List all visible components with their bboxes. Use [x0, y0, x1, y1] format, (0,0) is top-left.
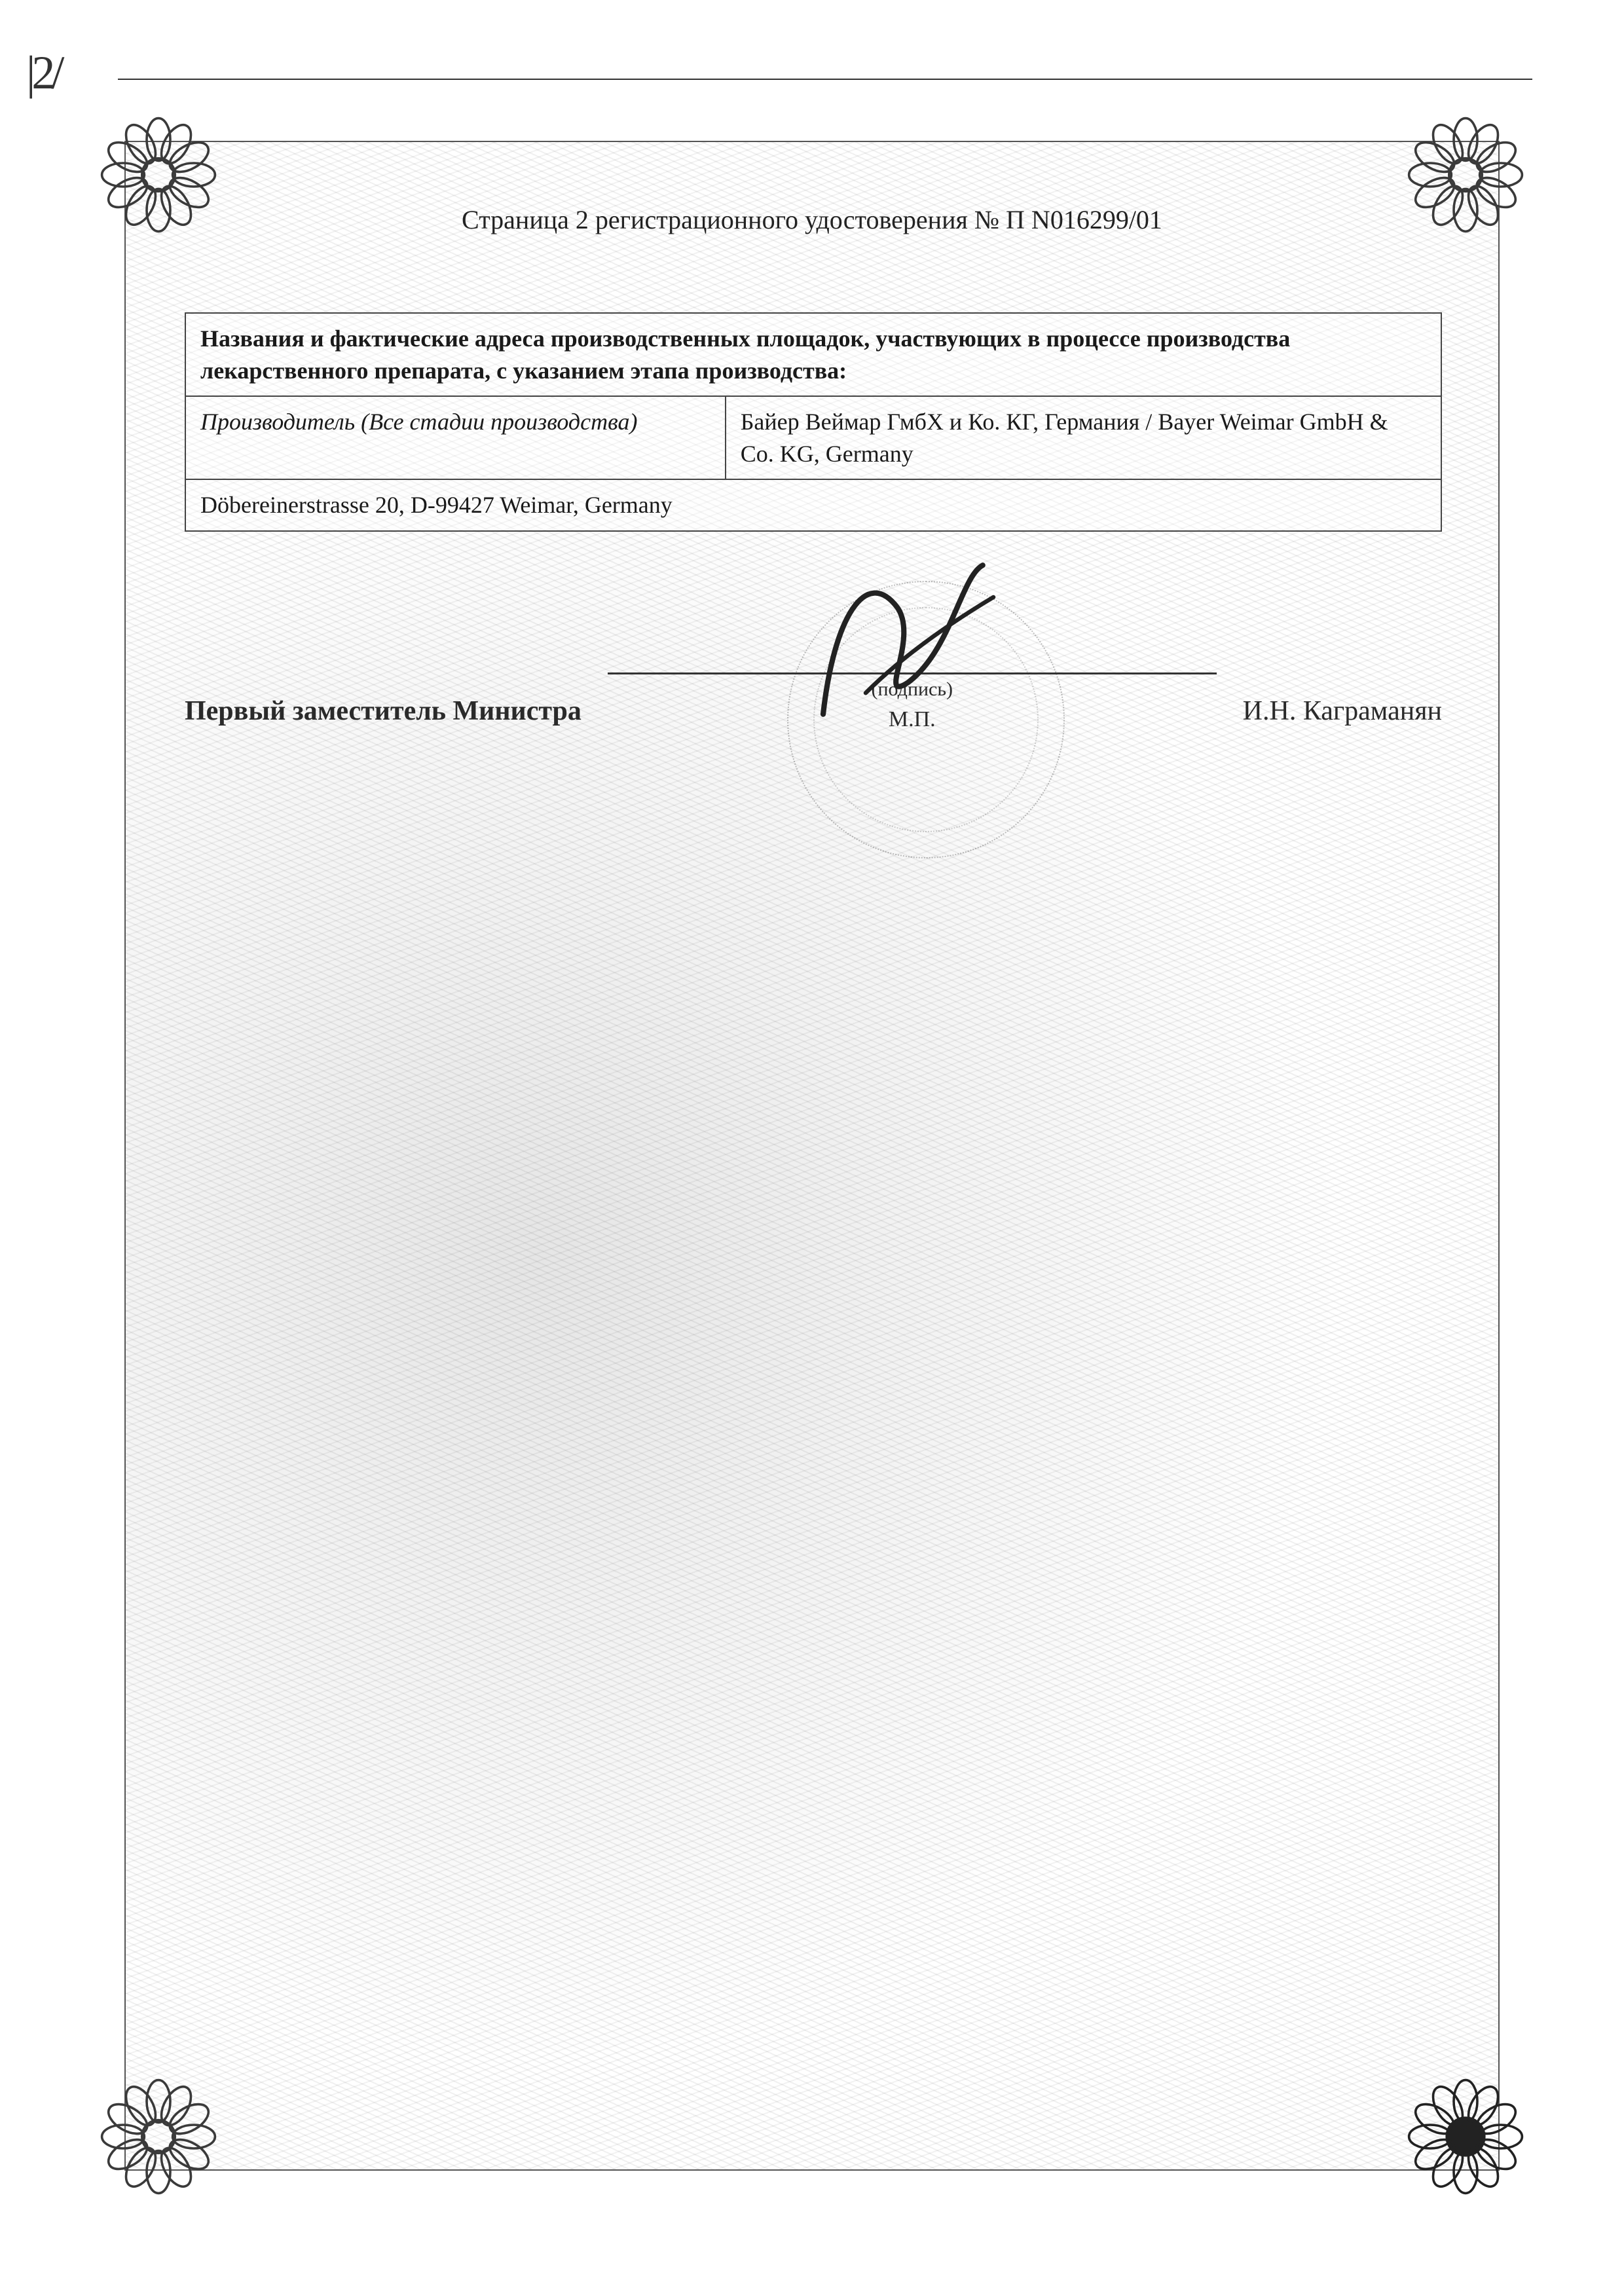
producer-address-cell: Döbereinerstrasse 20, D-99427 Weimar, Ge… — [185, 479, 1441, 531]
producer-name-cell: Байер Веймар ГмбХ и Ко. КГ, Германия / B… — [726, 396, 1441, 479]
signature-line — [608, 633, 1217, 674]
table-row: Названия и фактические адреса производст… — [185, 313, 1441, 396]
handwritten-margin-note: |2/ — [26, 46, 60, 100]
table-row: Döbereinerstrasse 20, D-99427 Weimar, Ge… — [185, 479, 1441, 531]
page: |2/ — [0, 0, 1624, 2282]
table-title-cell: Названия и фактические адреса производст… — [185, 313, 1441, 396]
rosette-icon — [1407, 2078, 1524, 2196]
signature-scribble-icon — [790, 555, 1026, 725]
certificate-frame: Страница 2 регистрационного удостоверени… — [124, 141, 1500, 2171]
signatory-title: Первый заместитель Министра — [185, 695, 581, 732]
signature-block: Первый заместитель Министра (подпись) М.… — [185, 633, 1442, 732]
table-row: Производитель (Все стадии производства) … — [185, 396, 1441, 479]
page-header: Страница 2 регистрационного удостоверени… — [126, 204, 1498, 235]
signature-line-area: (подпись) М.П. — [608, 633, 1217, 732]
top-horizontal-rule — [118, 79, 1532, 80]
manufacturer-table: Названия и фактические адреса производст… — [185, 312, 1442, 532]
rosette-icon — [100, 2078, 217, 2196]
producer-role-cell: Производитель (Все стадии производства) — [185, 396, 726, 479]
signatory-name: И.Н. Каграманян — [1243, 695, 1442, 732]
